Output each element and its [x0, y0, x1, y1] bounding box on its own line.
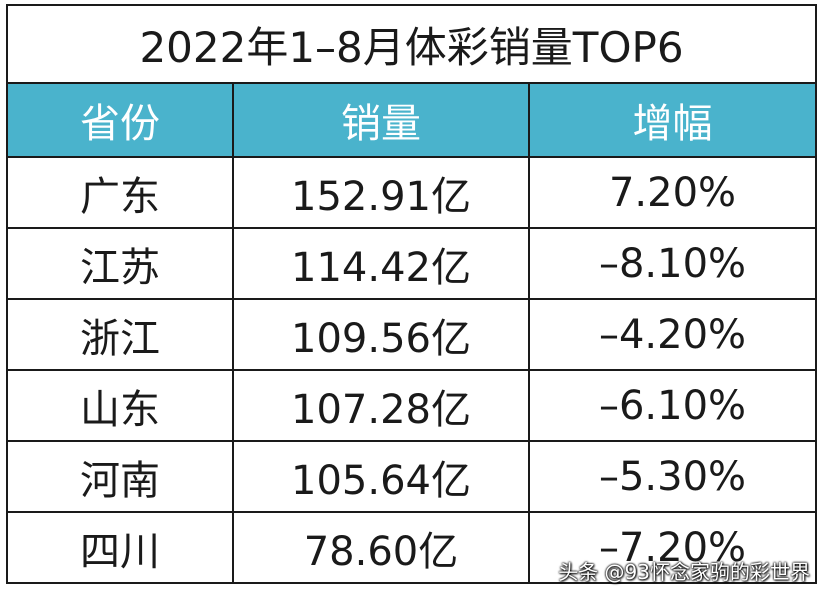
- sales-cell: 114.42亿: [234, 229, 530, 298]
- watermark: 头条 @93怀念家驹的彩世界: [558, 560, 810, 584]
- province-cell: 广东: [8, 158, 234, 227]
- province-cell: 四川: [8, 513, 234, 582]
- growth-cell: –5.30%: [598, 453, 747, 500]
- table-title: 2022年1–8月体彩销量TOP6: [8, 6, 815, 84]
- table-row: 广东 152.91亿 7.20%: [8, 158, 815, 229]
- table-row: 四川 78.60亿 –7.20%: [8, 513, 815, 582]
- header-growth: 增幅: [632, 101, 713, 147]
- header-sales: 销量: [234, 84, 530, 156]
- sales-cell: 78.60亿: [234, 513, 530, 582]
- sales-cell: 105.64亿: [234, 442, 530, 511]
- growth-cell: –7.20%: [598, 524, 747, 571]
- province-cell: 江苏: [8, 229, 234, 298]
- table-row: 江苏 114.42亿 –8.10%: [8, 229, 815, 300]
- sales-cell: 107.28亿: [234, 371, 530, 440]
- province-cell: 浙江: [8, 300, 234, 369]
- table-row: 浙江 109.56亿 –4.20%: [8, 300, 815, 371]
- province-cell: 河南: [8, 442, 234, 511]
- sales-cell: 152.91亿: [234, 158, 530, 227]
- header-row: 省份 销量 增幅: [8, 84, 815, 158]
- growth-cell: –6.10%: [598, 382, 747, 429]
- growth-cell: –4.20%: [598, 311, 747, 358]
- growth-cell: 7.20%: [608, 169, 737, 216]
- sales-cell: 109.56亿: [234, 300, 530, 369]
- sales-table: 2022年1–8月体彩销量TOP6 省份 销量 增幅 广东 152.91亿 7.…: [6, 4, 817, 584]
- table-row: 河南 105.64亿 –5.30%: [8, 442, 815, 513]
- table-row: 山东 107.28亿 –6.10%: [8, 371, 815, 442]
- growth-cell: –8.10%: [598, 240, 747, 287]
- province-cell: 山东: [8, 371, 234, 440]
- header-province: 省份: [8, 84, 234, 156]
